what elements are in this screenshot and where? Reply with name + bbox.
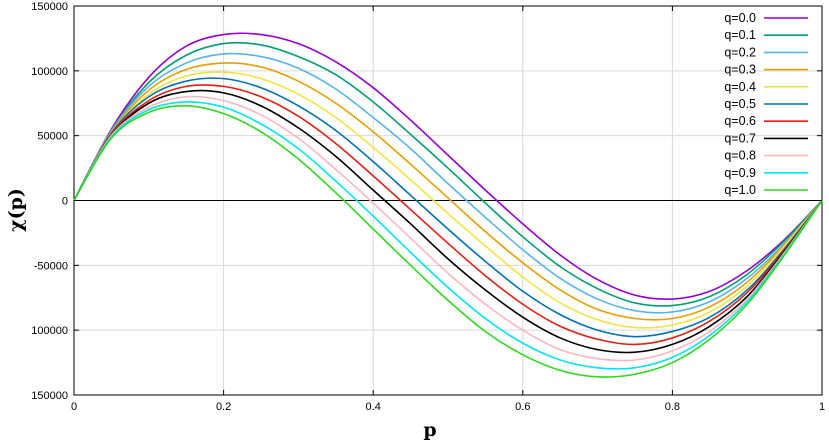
legend-label: q=0.7 <box>724 131 756 145</box>
y-tick-label: 0 <box>62 196 68 208</box>
x-tick-label: 0.8 <box>665 401 680 413</box>
series-line-6 <box>73 84 823 346</box>
x-tick-label: 0.6 <box>515 401 530 413</box>
legend-label: q=0.8 <box>724 149 756 163</box>
y-tick-label: 100000 <box>31 66 68 78</box>
x-tick-label: 0.4 <box>366 401 381 413</box>
series-line-10 <box>73 105 823 378</box>
legend-label: q=1.0 <box>724 183 756 197</box>
legend: q=0.0 q=0.1 q=0.2 q=0.3 q=0.4 q=0.5 q=0.6 q=0.7… <box>724 11 808 197</box>
series-line-9 <box>73 101 823 370</box>
legend-label: q=0.0 <box>724 11 756 25</box>
series-lines <box>73 32 823 378</box>
x-axis-ticks: 0 0.2 0.4 0.6 0.8 1 <box>71 6 825 413</box>
y-tick-label: -50000 <box>34 260 68 272</box>
x-tick-label: 1 <box>819 401 825 413</box>
y-axis-title: χ(p) <box>5 188 27 232</box>
legend-label: q=0.6 <box>724 114 756 128</box>
y-axis-ticks: 150000 100000 50000 0 -50000 100000 150000 <box>31 1 822 402</box>
series-line-5 <box>73 77 823 338</box>
series-line-0 <box>73 32 823 300</box>
legend-label: q=0.1 <box>724 28 756 42</box>
legend-label: q=0.5 <box>724 97 756 111</box>
x-tick-label: 0.2 <box>216 401 231 413</box>
series-line-4 <box>73 71 823 329</box>
x-tick-label: 0 <box>71 401 77 413</box>
series-line-2 <box>73 52 823 314</box>
series-line-1 <box>73 41 823 307</box>
legend-label: q=0.2 <box>724 45 756 59</box>
legend-label: q=0.4 <box>724 80 756 94</box>
legend-label: q=0.3 <box>724 63 756 77</box>
y-tick-label: 150000 <box>31 1 68 13</box>
x-axis-title: p <box>423 419 436 441</box>
series-line-3 <box>73 62 823 321</box>
series-line-8 <box>73 95 823 362</box>
y-tick-label: 50000 <box>37 131 68 143</box>
legend-label: q=0.9 <box>724 166 756 180</box>
y-tick-label: 100000 <box>31 325 68 337</box>
series-line-7 <box>73 89 823 354</box>
y-tick-label: 150000 <box>31 390 68 402</box>
